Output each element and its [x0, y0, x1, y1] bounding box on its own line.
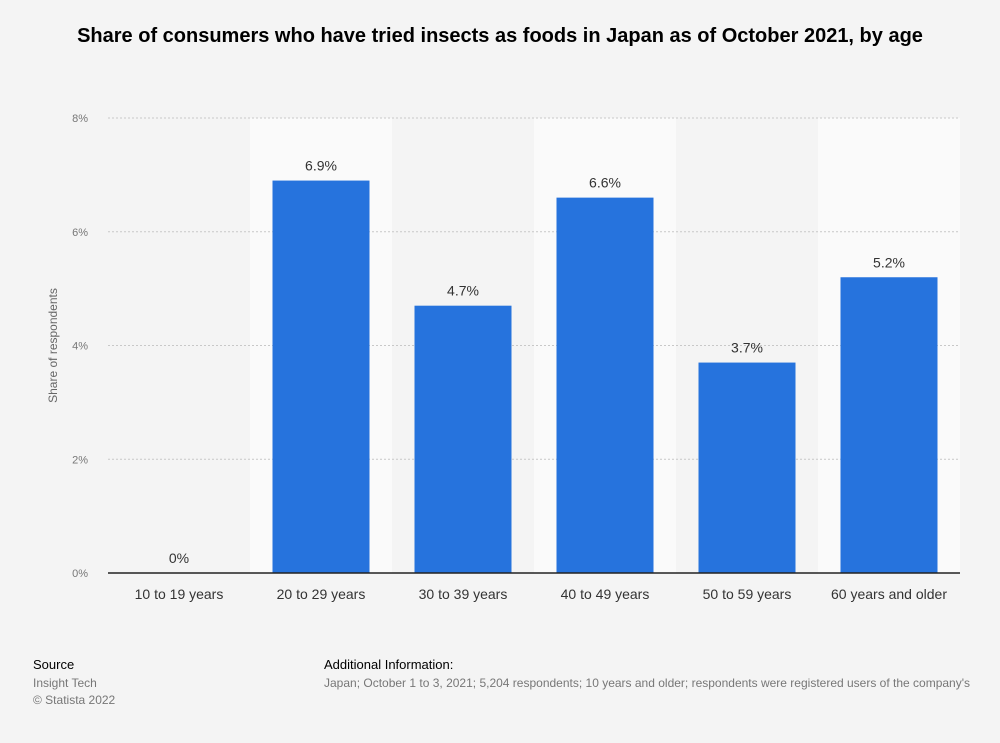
data-label: 4.7%: [447, 283, 479, 299]
x-tick-label: 30 to 39 years: [419, 586, 508, 602]
x-tick-label: 60 years and older: [831, 586, 947, 602]
bar: [556, 197, 654, 573]
y-axis-label: Share of respondents: [46, 288, 60, 403]
y-tick-label: 0%: [72, 568, 88, 580]
y-tick-label: 2%: [72, 454, 88, 466]
x-tick-label: 10 to 19 years: [135, 586, 224, 602]
data-label: 0%: [169, 550, 189, 566]
bar: [840, 277, 938, 573]
y-tick-label: 4%: [72, 341, 88, 353]
additional-info-text: Japan; October 1 to 3, 2021; 5,204 respo…: [324, 676, 971, 690]
x-tick-label: 50 to 59 years: [703, 586, 792, 602]
x-tick-label: 20 to 29 years: [277, 586, 366, 602]
copyright-line: © Statista 2022: [33, 693, 116, 707]
data-label: 6.6%: [589, 175, 621, 191]
bar: [272, 180, 370, 573]
chart-title: Share of consumers who have tried insect…: [77, 25, 923, 47]
data-label: 6.9%: [305, 158, 337, 174]
bar: [698, 362, 796, 573]
bar-chart: 0% 2% 4% 6% 8% Share of respondents 0% 10 to 19…: [46, 113, 960, 602]
x-tick-label: 40 to 49 years: [561, 586, 650, 602]
y-tick-label: 8%: [72, 113, 88, 125]
y-tick-label: 6%: [72, 227, 88, 239]
data-label: 3.7%: [731, 340, 763, 356]
additional-info-heading: Additional Information:: [324, 657, 454, 672]
source-line: Insight Tech: [33, 676, 97, 690]
source-heading: Source: [33, 657, 75, 672]
source-block: Source Insight Tech © Statista 2022: [33, 657, 115, 709]
bar: [414, 305, 512, 573]
additional-info-block: Additional Information: Japan; October 1…: [324, 657, 1000, 692]
data-label: 5.2%: [873, 254, 905, 270]
